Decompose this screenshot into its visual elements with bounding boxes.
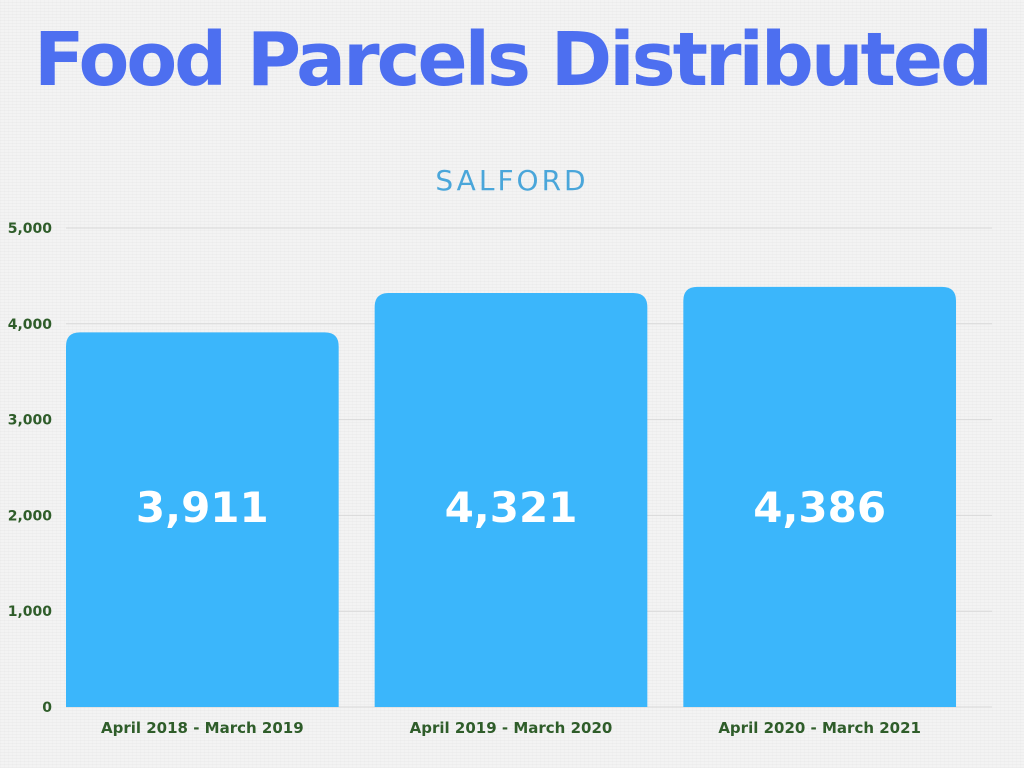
chart-title: Food Parcels Distributed — [33, 17, 993, 103]
y-tick-label: 4,000 — [8, 317, 53, 333]
x-axis-ticks: April 2018 - March 2019 April 2019 - Marc… — [101, 719, 921, 737]
y-tick-label: 0 — [42, 700, 52, 716]
x-tick-label: April 2018 - March 2019 — [101, 719, 304, 737]
bars: 3,911 4,321 4,386 — [66, 286, 956, 707]
y-axis-ticks: 0 1,000 2,000 3,000 4,000 5,000 — [8, 221, 53, 716]
x-tick-label: April 2020 - March 2021 — [718, 719, 921, 737]
x-tick-label: April 2019 - March 2020 — [410, 719, 613, 737]
y-tick-label: 3,000 — [8, 413, 53, 429]
bar-value-label: 3,911 — [136, 483, 269, 532]
chart-subtitle: SALFORD — [435, 164, 589, 197]
bar-value-label: 4,386 — [753, 483, 886, 532]
y-tick-label: 2,000 — [8, 508, 53, 524]
bar-value-label: 4,321 — [445, 483, 578, 532]
bar — [374, 293, 648, 707]
y-tick-label: 1,000 — [8, 604, 53, 620]
y-tick-label: 5,000 — [8, 221, 53, 237]
bar — [66, 332, 339, 707]
bar — [683, 286, 956, 707]
